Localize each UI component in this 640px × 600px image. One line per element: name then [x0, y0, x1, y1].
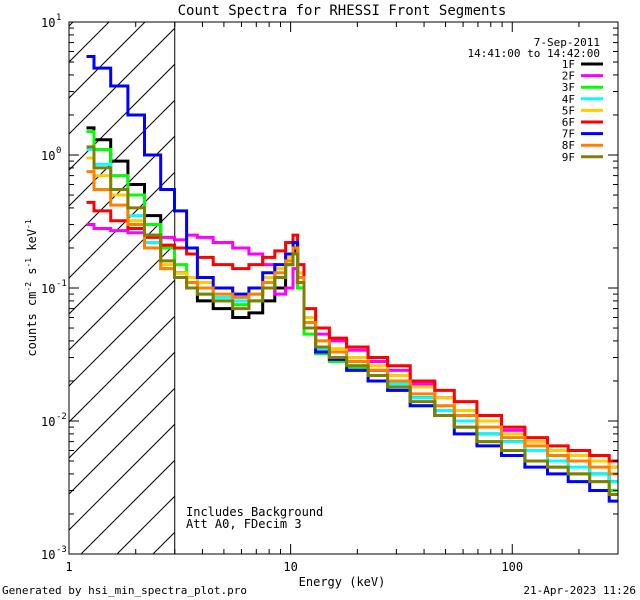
y-tick-label: 10	[41, 548, 55, 562]
y-tick-exponent: 1	[56, 13, 61, 23]
y-tick-label: 10	[41, 16, 55, 30]
hatch-line	[69, 27, 175, 135]
hatch-line	[80, 459, 175, 554]
legend-label-4F: 4F	[562, 93, 575, 106]
axis-ticks	[68, 22, 619, 555]
plot-frame	[68, 21, 619, 555]
legend-label-6F: 6F	[562, 116, 575, 129]
y-tick-exponent: -1	[56, 279, 67, 289]
y-tick-label: 10	[41, 415, 55, 429]
x-tick-labels: 1 10 100	[65, 560, 523, 574]
legend-label-2F: 2F	[562, 70, 575, 83]
x-tick-label: 100	[501, 560, 523, 574]
hatch-line	[69, 351, 175, 459]
annotation-background: Includes Background	[186, 505, 323, 519]
y-label-exp2: -1	[24, 258, 33, 268]
low-energy-hatch-region	[0, 0, 640, 554]
hatch-line	[69, 243, 175, 351]
hatch-line	[69, 22, 110, 63]
y-label-exp3: -1	[24, 219, 33, 229]
hatch-line	[69, 171, 175, 279]
legend-label-5F: 5F	[562, 104, 575, 117]
y-tick-label: 10	[41, 149, 55, 163]
hatch-line	[261, 0, 640, 554]
series-8F	[86, 170, 618, 476]
hatch-line	[69, 387, 175, 495]
hatch-line	[69, 279, 175, 387]
y-axis-label: counts cm-2 s-1 keV-1	[24, 219, 39, 356]
y-label-base: counts cm	[25, 292, 39, 357]
series-1F	[86, 126, 618, 484]
y-label-exp1: -2	[24, 282, 33, 292]
series-9F	[86, 145, 618, 496]
y-tick-label: 10	[41, 282, 55, 296]
footer-generator: Generated by hsi_min_spectra_plot.pro	[2, 584, 247, 597]
legend-label-8F: 8F	[562, 139, 575, 152]
x-tick-label: 10	[283, 560, 297, 574]
x-tick-label: 1	[65, 560, 72, 574]
date-label: 7-Sep-2011	[534, 36, 600, 49]
footer-timestamp: 21-Apr-2023 11:26	[523, 584, 636, 597]
legend-label-7F: 7F	[562, 128, 575, 141]
chart-title: Count Spectra for RHESSI Front Segments	[178, 3, 507, 19]
y-tick-exponent: -2	[56, 412, 67, 422]
x-axis-label: Energy (keV)	[299, 575, 386, 589]
hatch-line	[69, 22, 146, 99]
hatch-line	[0, 0, 105, 554]
hatch-line	[69, 423, 175, 531]
series-6F	[86, 200, 618, 463]
legend-label-9F: 9F	[562, 151, 575, 164]
y-label-tail: keV	[25, 229, 39, 258]
time-range-label: 14:41:00 to 14:42:00	[468, 47, 600, 60]
series-5F	[86, 156, 618, 469]
series-7F	[86, 55, 618, 503]
y-label-mid: s	[25, 268, 39, 282]
series-layer	[86, 55, 618, 503]
hatch-line	[69, 207, 175, 315]
legend-label-3F: 3F	[562, 81, 575, 94]
hatch-line	[225, 0, 640, 554]
y-tick-exponent: 0	[56, 146, 61, 156]
y-tick-exponent: -3	[56, 545, 67, 555]
annotation-attenuator: Att A0, FDecim 3	[186, 517, 302, 531]
legend-label-1F: 1F	[562, 58, 575, 71]
